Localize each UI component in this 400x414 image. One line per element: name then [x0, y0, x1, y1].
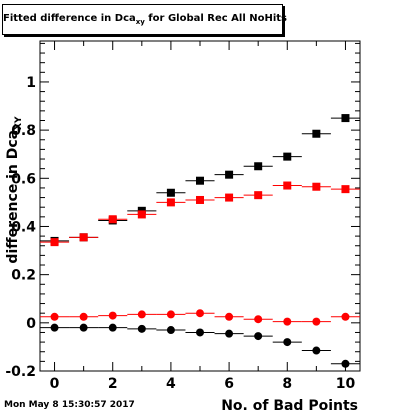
- data-point-square: [166, 188, 175, 197]
- data-point-square: [196, 176, 204, 185]
- data-point-circle: [166, 310, 175, 319]
- data-point-circle: [108, 311, 117, 320]
- data-point-circle: [196, 309, 204, 318]
- data-point-square: [283, 152, 292, 161]
- series-2: [40, 309, 360, 326]
- data-point-square: [312, 129, 321, 138]
- x-tick-label: 8: [282, 376, 292, 392]
- data-point-circle: [341, 359, 350, 368]
- data-point-circle: [225, 329, 234, 338]
- data-point-square: [283, 181, 292, 190]
- data-point-circle: [254, 315, 263, 324]
- x-tick-label: 6: [224, 376, 234, 392]
- y-tick-label: 0: [26, 316, 36, 332]
- data-point-circle: [137, 310, 146, 319]
- data-point-square: [254, 191, 263, 200]
- x-axis-ticks: 0 2 4 6 8 10: [50, 41, 356, 392]
- data-point-circle: [254, 332, 263, 341]
- y-tick-label: 0.8: [11, 123, 36, 139]
- series-1: [40, 181, 360, 247]
- data-point-square: [196, 195, 204, 204]
- data-point-circle: [341, 312, 350, 321]
- series-3: [40, 323, 360, 368]
- data-point-square: [341, 185, 350, 194]
- y-axis-label: difference in DcaXY: [5, 116, 24, 264]
- y-tick-label: 0.2: [11, 268, 36, 284]
- x-tick-label: 2: [108, 376, 118, 392]
- timestamp: Mon May 8 15:30:57 2017: [4, 400, 135, 410]
- data-point-circle: [79, 312, 88, 321]
- data-point-circle: [50, 312, 59, 321]
- data-point-square: [312, 182, 321, 191]
- data-series: [40, 114, 360, 368]
- data-point-circle: [283, 317, 292, 326]
- data-point-circle: [79, 323, 88, 332]
- data-point-square: [166, 198, 175, 207]
- data-point-circle: [50, 323, 59, 332]
- data-point-square: [341, 114, 350, 123]
- y-tick-label: 0.4: [11, 219, 36, 235]
- data-point-circle: [108, 323, 117, 332]
- data-point-circle: [196, 328, 204, 337]
- data-point-square: [254, 162, 263, 171]
- data-point-circle: [312, 346, 321, 355]
- title-box: Fitted difference in Dcaxy for Global Re…: [2, 4, 288, 35]
- data-point-square: [137, 210, 146, 219]
- y-tick-label: 0.6: [11, 171, 36, 187]
- data-point-square: [225, 193, 234, 202]
- x-tick-label: 10: [336, 376, 356, 392]
- x-tick-label: 4: [166, 376, 176, 392]
- data-point-square: [225, 170, 234, 179]
- data-point-circle: [312, 317, 321, 326]
- x-tick-label: 0: [50, 376, 60, 392]
- y-tick-label: 1: [26, 75, 36, 91]
- data-point-square: [108, 215, 117, 224]
- data-point-circle: [225, 312, 234, 321]
- x-axis-label: No. of Bad Points: [221, 398, 358, 414]
- data-point-square: [50, 238, 59, 247]
- data-point-circle: [166, 326, 175, 335]
- data-point-circle: [283, 338, 292, 347]
- y-axis-ticks: -0.2 0 0.2 0.4 0.6 0.8 1: [5, 42, 360, 380]
- y-tick-label: -0.2: [5, 364, 36, 380]
- data-point-circle: [137, 324, 146, 333]
- series-0: [40, 114, 360, 245]
- data-point-square: [79, 233, 88, 242]
- chart-title: Fitted difference in Dcaxy for Global Re…: [3, 13, 288, 26]
